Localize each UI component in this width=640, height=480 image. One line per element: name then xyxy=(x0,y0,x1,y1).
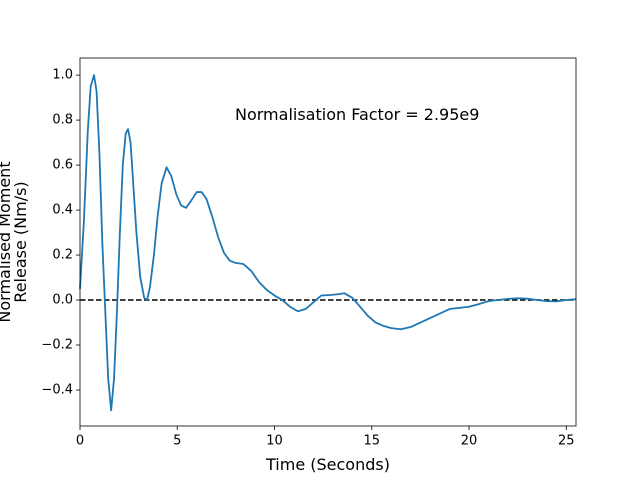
y-tick-label: 0.2 xyxy=(52,248,73,263)
data-line xyxy=(79,74,577,412)
y-axis-label: Normalised Moment xyxy=(0,161,14,322)
x-tick-label: 5 xyxy=(173,434,181,449)
y-tick-label: 0.8 xyxy=(52,113,73,128)
x-tick-label: 0 xyxy=(76,434,84,449)
y-tick-label: 1.0 xyxy=(52,68,73,83)
x-tick-label: 10 xyxy=(266,434,283,449)
y-tick-label: 0.0 xyxy=(52,293,73,308)
x-tick-label: 25 xyxy=(558,434,575,449)
x-tick-label: 20 xyxy=(461,434,478,449)
y-tick-label: −0.4 xyxy=(41,383,73,398)
y-tick-label: −0.2 xyxy=(41,338,73,353)
plot-frame xyxy=(79,57,577,427)
x-axis-label: Time (Seconds) xyxy=(265,455,390,474)
y-axis-label: Release (Nm/s) xyxy=(11,181,30,302)
y-tick-label: 0.4 xyxy=(52,203,73,218)
annotation: Normalisation Factor = 2.95e9 xyxy=(235,105,479,124)
x-tick-label: 15 xyxy=(363,434,380,449)
y-tick-label: 0.6 xyxy=(52,158,73,173)
